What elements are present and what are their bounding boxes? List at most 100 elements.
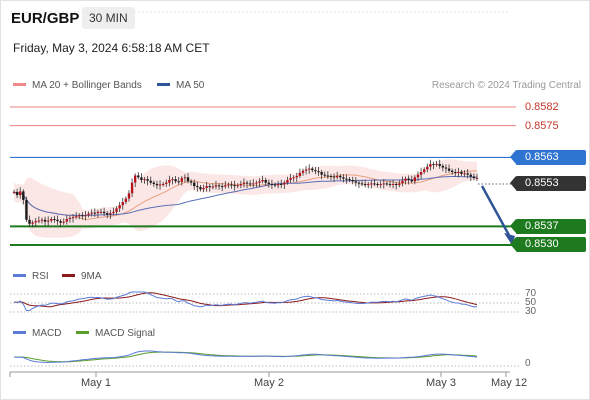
candle-body (112, 211, 115, 214)
candle-body (395, 183, 398, 186)
candle-body (298, 172, 302, 176)
candle-body (230, 184, 233, 186)
candle-body (152, 182, 156, 184)
candle-body (252, 183, 255, 185)
candle-body (267, 182, 271, 184)
candle-body (280, 183, 283, 185)
candle-body (121, 202, 124, 206)
candle-body (102, 211, 106, 214)
candle-body (143, 179, 146, 181)
timestamp: Friday, May 3, 2024 6:58:18 AM CET (13, 41, 210, 55)
candle-body (379, 183, 382, 185)
candle-body (93, 212, 96, 214)
candle-body (401, 180, 404, 184)
candle-body (332, 176, 336, 178)
legend-macd-label: MACD (32, 328, 62, 339)
candle-body (115, 208, 118, 212)
candle-body (193, 182, 196, 187)
candle-body (426, 166, 429, 170)
level-label-1: 0.8575 (525, 120, 559, 132)
candle-body (34, 221, 37, 223)
candle-body (177, 181, 180, 183)
forecast-arrow-shaft (480, 185, 512, 238)
candle-body (264, 179, 267, 183)
candle-body (149, 180, 152, 183)
candle-body (68, 217, 72, 219)
candle-body (345, 178, 348, 180)
candle-body (320, 172, 323, 175)
candle-body (463, 173, 466, 175)
candle-body (227, 184, 230, 186)
candle-body (323, 174, 326, 176)
candle-body (357, 182, 361, 184)
candle-body (301, 170, 305, 173)
candle-body (40, 219, 44, 221)
current-price-text: 0.8553 (525, 177, 559, 189)
symbol-title: EUR/GBP (11, 10, 80, 27)
candle-body (31, 222, 34, 224)
candle-body (373, 183, 376, 185)
candle-body (22, 191, 25, 200)
candle-body (106, 213, 109, 215)
candle-body (242, 182, 246, 184)
candle-body (15, 191, 19, 196)
candle-body (208, 186, 211, 188)
candle-body (370, 183, 373, 185)
macd-swatch (13, 330, 26, 334)
candle-body (351, 179, 354, 182)
candle-body (404, 178, 407, 181)
candle-body (304, 169, 308, 171)
rsi-level-50: 50 (525, 297, 537, 308)
candle-body (236, 185, 239, 187)
level-tag-4: 0.8537 (510, 219, 586, 234)
candle-body (292, 177, 295, 179)
candle-body (273, 184, 277, 186)
candle-body (146, 179, 149, 181)
candle-body (469, 174, 472, 177)
candle-body (416, 174, 420, 178)
legend-ma20-bollinger: MA 20 + Bollinger Bands (13, 80, 142, 91)
candle-body (413, 177, 417, 182)
candle-body (74, 216, 78, 218)
rsi-level-70: 70 (525, 288, 537, 299)
legend-rsi: RSI (13, 271, 49, 282)
candle-body (276, 183, 280, 186)
candle-body (233, 185, 236, 187)
candle-body (28, 219, 31, 224)
candle-body (419, 172, 423, 175)
candle-body (81, 215, 84, 217)
x-tick-may2: May 2 (254, 377, 284, 389)
candle-body (12, 191, 16, 193)
candle-body (432, 164, 435, 166)
level-tag-5: 0.8530 (510, 237, 586, 252)
legend-9ma-label: 9MA (81, 271, 102, 282)
candle-body (199, 187, 202, 190)
candle-body (255, 182, 258, 184)
candle-body (286, 179, 289, 183)
ma9-swatch (62, 273, 75, 277)
candle-body (109, 213, 112, 215)
legend-ma50-label: MA 50 (176, 80, 205, 91)
candle-body (261, 179, 264, 182)
rsi-line (13, 291, 478, 312)
candle-body (84, 215, 87, 217)
level-label-0: 0.8582 (525, 101, 559, 113)
candle-body (472, 176, 476, 179)
candle-body (314, 170, 317, 172)
candle-body (245, 182, 249, 184)
candle-body (339, 176, 342, 178)
candle-body (171, 179, 174, 181)
candle-body (140, 177, 143, 180)
candle-body (127, 193, 131, 199)
rsi-level-30: 30 (525, 306, 537, 317)
candle-body (62, 221, 65, 223)
candle-body (19, 191, 22, 196)
macd-zero-label: 0 (525, 358, 531, 369)
legend-macd-signal: MACD Signal (76, 328, 155, 339)
candle-body (220, 186, 224, 188)
candle-body (248, 183, 252, 185)
candle-body (43, 219, 47, 222)
x-tick-may3: May 3 (426, 377, 456, 389)
x-tick-may1: May 1 (81, 377, 111, 389)
